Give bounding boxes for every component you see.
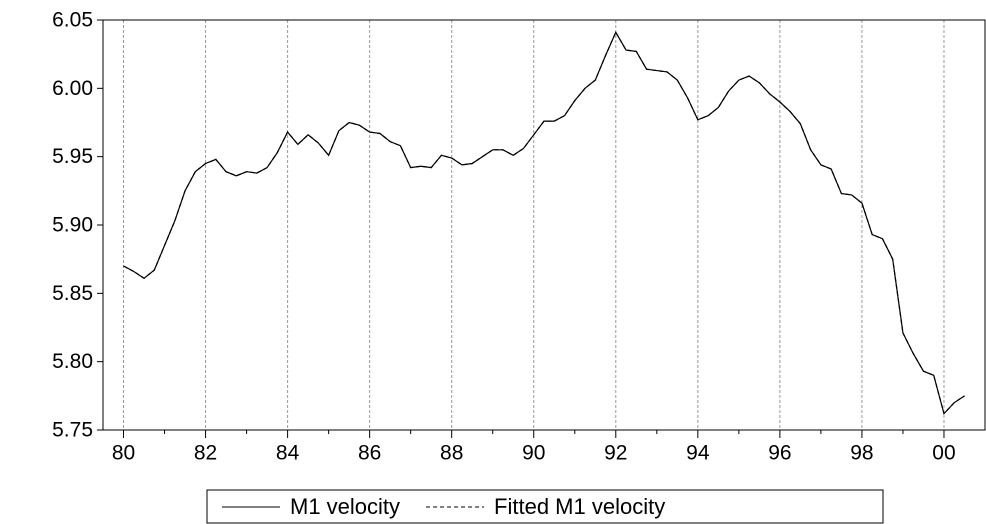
x-tick-label: 96 bbox=[768, 442, 791, 465]
x-tick-label: 80 bbox=[112, 442, 135, 465]
x-tick-label: 86 bbox=[358, 442, 381, 465]
plot-frame bbox=[102, 19, 986, 431]
legend-box bbox=[206, 489, 884, 524]
y-tick-label: 5.80 bbox=[52, 350, 93, 373]
legend-label: M1 velocity bbox=[290, 494, 400, 519]
x-tick-label: 92 bbox=[604, 442, 627, 465]
y-tick-label: 5.75 bbox=[52, 419, 93, 442]
y-tick-label: 6.00 bbox=[52, 77, 93, 100]
y-tick-label: 5.95 bbox=[52, 145, 93, 168]
x-tick-label: 88 bbox=[440, 442, 463, 465]
y-tick-label: 5.85 bbox=[52, 282, 93, 305]
legend: M1 velocity Fitted M1 velocity bbox=[206, 489, 884, 524]
y-tick-label: 6.05 bbox=[52, 9, 93, 32]
y-tick-label: 5.90 bbox=[52, 214, 93, 237]
x-tick-label: 98 bbox=[850, 442, 873, 465]
x-tick-label: 82 bbox=[194, 442, 217, 465]
legend-label: Fitted M1 velocity bbox=[494, 494, 665, 519]
x-tick-label: 84 bbox=[276, 442, 300, 465]
series-line bbox=[123, 30, 965, 415]
x-tick-label: 90 bbox=[522, 442, 545, 465]
x-tick-label: 94 bbox=[686, 442, 710, 465]
x-tick-label: 00 bbox=[932, 442, 955, 465]
series-line bbox=[123, 30, 965, 415]
